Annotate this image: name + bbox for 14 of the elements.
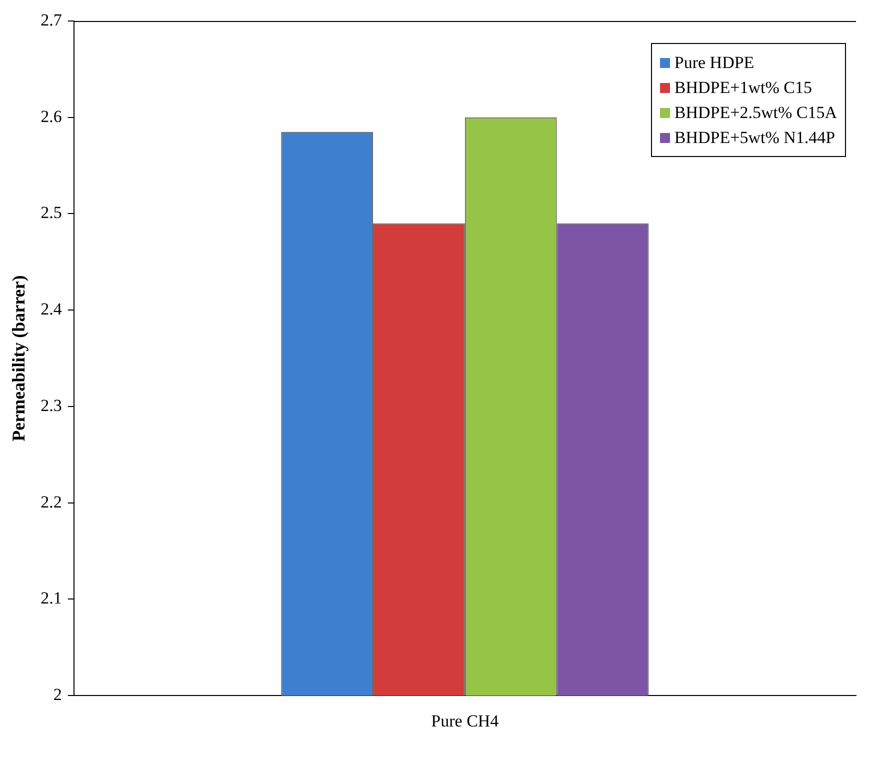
y-tick-label: 2.3 (40, 396, 62, 415)
legend-label: BHDPE+2.5wt% C15A (674, 102, 837, 124)
x-tick-label: Pure CH4 (431, 711, 500, 730)
y-tick-label: 2.1 (40, 588, 62, 608)
y-tick-label: 2.6 (40, 106, 62, 126)
legend-label: BHDPE+5wt% N1.44P (674, 127, 836, 149)
y-tick-label: 2 (53, 685, 62, 704)
y-tick-label: 2.2 (40, 492, 62, 512)
y-tick-label: 2.5 (40, 203, 62, 222)
y-axis-title: Permeability (barrer) (8, 275, 28, 442)
y-tick-label: 2.7 (40, 10, 62, 30)
y-tick-label: 2.4 (40, 300, 62, 319)
legend-label: BHDPE+1wt% C15 (674, 77, 812, 99)
legend-label: Pure HDPE (674, 52, 754, 74)
